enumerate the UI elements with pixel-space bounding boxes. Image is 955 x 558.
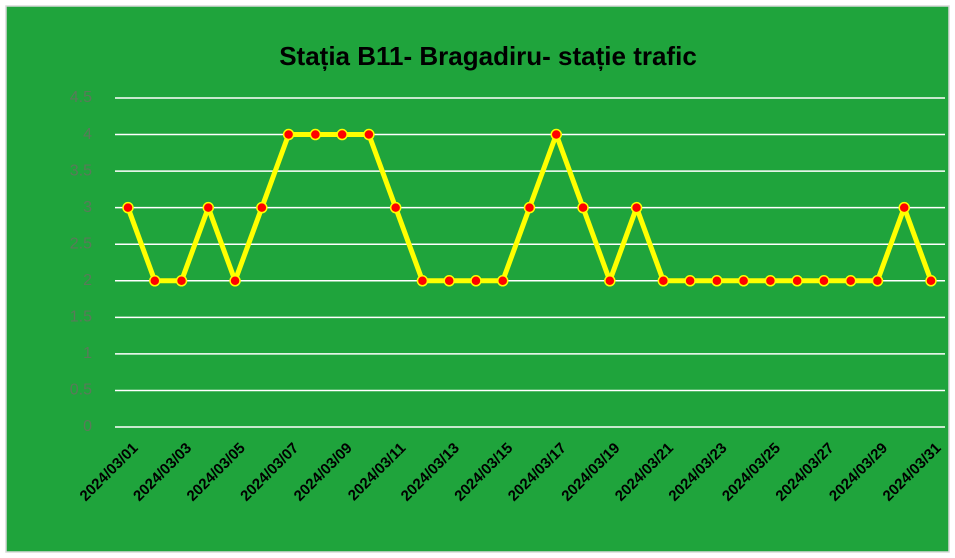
data-point <box>657 275 670 287</box>
y-tick-label: 1 <box>83 345 92 362</box>
data-point <box>523 201 536 214</box>
data-point <box>764 275 777 287</box>
data-point <box>416 275 429 287</box>
data-point <box>871 275 884 287</box>
y-tick-label: 3 <box>83 199 92 216</box>
data-point <box>550 128 563 141</box>
data-point <box>122 201 134 214</box>
data-point <box>737 275 750 287</box>
y-tick-label: 0.5 <box>70 382 92 399</box>
y-tick-label: 2 <box>83 272 92 289</box>
data-point <box>336 128 348 141</box>
data-point <box>791 275 803 287</box>
data-point <box>389 201 402 214</box>
y-tick-label: 4 <box>83 126 92 143</box>
y-tick-label: 0 <box>83 418 92 435</box>
data-point <box>630 201 643 214</box>
data-point <box>149 275 161 287</box>
data-point <box>202 201 215 214</box>
chart-title: Stația B11- Bragadiru- stație trafic <box>279 41 697 71</box>
y-tick-label: 4.5 <box>70 89 92 106</box>
data-point <box>925 275 937 287</box>
data-point <box>604 275 616 287</box>
data-point <box>309 128 322 141</box>
y-tick-label: 3.5 <box>70 162 92 179</box>
y-tick-label: 1.5 <box>70 309 92 326</box>
data-point <box>443 275 455 287</box>
data-point <box>818 275 830 287</box>
data-point <box>711 275 723 287</box>
data-point <box>363 128 375 141</box>
data-point <box>282 128 295 141</box>
data-point <box>684 275 696 287</box>
data-point <box>577 201 589 214</box>
y-tick-label: 2.5 <box>70 235 92 252</box>
data-point <box>898 201 910 214</box>
data-point <box>470 275 482 287</box>
data-point <box>844 275 857 287</box>
data-point <box>256 201 268 214</box>
data-point <box>175 275 188 287</box>
data-point <box>496 275 509 287</box>
data-point <box>229 275 241 287</box>
